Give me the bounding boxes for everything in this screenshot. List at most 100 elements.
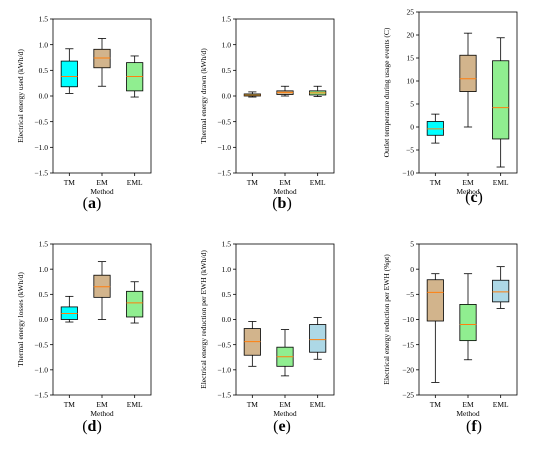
panel-label: (d) bbox=[82, 418, 102, 435]
box-em bbox=[276, 329, 294, 377]
box-body bbox=[126, 290, 144, 318]
box-em bbox=[93, 38, 111, 87]
x-tick-label-tm: TM bbox=[64, 178, 76, 187]
chart-svg: −25 −20 −15 −10 −5 0 5 TM EM EML Method Electrical … bbox=[382, 240, 518, 418]
y-tick-label: −0.5 bbox=[34, 117, 48, 126]
y-tick-label: −0.5 bbox=[34, 340, 48, 349]
box-em bbox=[276, 85, 294, 97]
chart-panel-e: −1.5 −1.0 −0.5 0.0 0.5 1.0 1.5 TM EM EML Method Ele… bbox=[183, 230, 366, 461]
y-tick-label: 0.0 bbox=[222, 315, 232, 324]
x-tick-label-eml: EML bbox=[310, 178, 326, 187]
chart-svg: −1.5 −1.0 −0.5 0.0 0.5 1.0 1.5 TM EM EML Method The… bbox=[199, 15, 335, 196]
y-tick-label: 0.5 bbox=[39, 66, 49, 75]
panel-letter: c bbox=[470, 189, 478, 206]
box-body bbox=[93, 48, 111, 69]
x-tick-label-eml: EML bbox=[493, 400, 509, 409]
x-tick-label-em: EM bbox=[279, 400, 291, 409]
chart-panel-c: −10 −5 0 5 10 15 20 25 TM EM EML Method Outlet tempe… bbox=[366, 0, 550, 230]
x-axis-label: Method bbox=[273, 187, 297, 196]
y-axis-label: Thermal energy drawn (kWh/d) bbox=[199, 48, 208, 144]
panel-label: (a) bbox=[82, 195, 102, 212]
y-tick-label: −0.5 bbox=[217, 117, 231, 126]
x-axis-label: Method bbox=[456, 409, 480, 418]
y-axis-label: Electrical energy reduction per EWH (%pt… bbox=[382, 254, 391, 385]
chart-svg: −1.5 −1.0 −0.5 0.0 0.5 1.0 1.5 TM EM EML Method Ele… bbox=[16, 15, 152, 196]
x-tick-label-eml: EML bbox=[127, 400, 143, 409]
y-tick-label: 0.5 bbox=[39, 290, 49, 299]
y-tick-label: 1.5 bbox=[222, 240, 232, 249]
panel-label: (b) bbox=[272, 195, 292, 212]
y-tick-label: −1.0 bbox=[217, 143, 231, 152]
x-tick-label-tm: TM bbox=[430, 178, 442, 187]
y-tick-label: −1.0 bbox=[217, 365, 231, 374]
box-body bbox=[492, 279, 510, 303]
y-axis-label: Outlet temperature during usage events (… bbox=[382, 27, 391, 157]
box-eml bbox=[492, 37, 510, 168]
y-tick-label: 0 bbox=[410, 265, 414, 274]
panel-letter: d bbox=[87, 418, 97, 435]
x-tick-label-eml: EML bbox=[310, 400, 326, 409]
y-tick-label: −5 bbox=[406, 290, 414, 299]
box-em bbox=[459, 32, 477, 128]
y-tick-label: 0.5 bbox=[222, 66, 232, 75]
box-tm bbox=[426, 273, 444, 383]
y-tick-label: 1.0 bbox=[39, 40, 49, 49]
y-tick-label: 1.0 bbox=[39, 265, 49, 274]
box-eml bbox=[309, 317, 327, 360]
box-body bbox=[93, 274, 111, 298]
box-em bbox=[459, 273, 477, 361]
y-tick-label: 5 bbox=[410, 100, 414, 109]
y-tick-label: −1.5 bbox=[217, 391, 231, 400]
y-tick-label: 1.5 bbox=[222, 15, 232, 24]
x-tick-label-em: EM bbox=[462, 400, 474, 409]
y-tick-label: 0.0 bbox=[222, 92, 232, 101]
y-tick-label: −1.0 bbox=[34, 365, 48, 374]
y-tick-label: 0 bbox=[410, 123, 414, 132]
panel-label: (c) bbox=[465, 189, 483, 206]
x-axis-label: Method bbox=[90, 409, 114, 418]
box-tm bbox=[243, 321, 261, 367]
panel-letter: e bbox=[278, 418, 286, 435]
y-tick-label: 25 bbox=[407, 8, 415, 17]
box-eml bbox=[492, 266, 510, 309]
y-tick-label: 1.0 bbox=[222, 40, 232, 49]
chart-svg: −10 −5 0 5 10 15 20 25 TM EM EML Method Outlet tempe… bbox=[382, 8, 518, 196]
y-tick-label: 1.0 bbox=[222, 265, 232, 274]
box-eml bbox=[126, 55, 144, 98]
box-em bbox=[93, 261, 111, 320]
chart-svg: −1.5 −1.0 −0.5 0.0 0.5 1.0 1.5 TM EM EML Method The… bbox=[16, 240, 152, 418]
chart-panel-d: −1.5 −1.0 −0.5 0.0 0.5 1.0 1.5 TM EM EML Method The… bbox=[0, 230, 183, 461]
x-tick-label-em: EM bbox=[462, 178, 474, 187]
y-tick-label: −15 bbox=[402, 340, 414, 349]
y-tick-label: 20 bbox=[407, 31, 415, 40]
y-tick-label: −1.0 bbox=[34, 143, 48, 152]
y-tick-label: 1.5 bbox=[39, 15, 49, 24]
y-tick-label: −0.5 bbox=[217, 340, 231, 349]
y-tick-label: 0.0 bbox=[39, 315, 49, 324]
box-tm bbox=[426, 113, 444, 144]
x-tick-label-tm: TM bbox=[247, 178, 259, 187]
y-tick-label: −10 bbox=[402, 169, 414, 178]
x-axis-label: Method bbox=[90, 187, 114, 196]
y-tick-label: −10 bbox=[402, 315, 414, 324]
x-axis-label: Method bbox=[273, 409, 297, 418]
x-tick-label-eml: EML bbox=[493, 178, 509, 187]
box-eml bbox=[309, 85, 327, 97]
x-tick-label-em: EM bbox=[279, 178, 291, 187]
y-tick-label: −20 bbox=[402, 365, 414, 374]
panel-letter: f bbox=[471, 418, 477, 435]
y-axis-label: Thermal energy losses (kWh/d) bbox=[16, 272, 25, 367]
y-axis-label: Electrical energy used (kWh/d) bbox=[16, 49, 25, 143]
panel-label: (e) bbox=[273, 418, 291, 435]
box-tm bbox=[60, 48, 78, 94]
y-tick-label: 10 bbox=[407, 77, 415, 86]
x-tick-label-em: EM bbox=[96, 178, 108, 187]
y-tick-label: 1.5 bbox=[39, 240, 49, 249]
y-tick-label: −5 bbox=[406, 146, 414, 155]
chart-panel-a: −1.5 −1.0 −0.5 0.0 0.5 1.0 1.5 TM EM EML Method Ele… bbox=[0, 0, 183, 230]
x-tick-label-eml: EML bbox=[127, 178, 143, 187]
box-eml bbox=[126, 281, 144, 324]
x-tick-label-em: EM bbox=[96, 400, 108, 409]
y-tick-label: −1.5 bbox=[217, 169, 231, 178]
